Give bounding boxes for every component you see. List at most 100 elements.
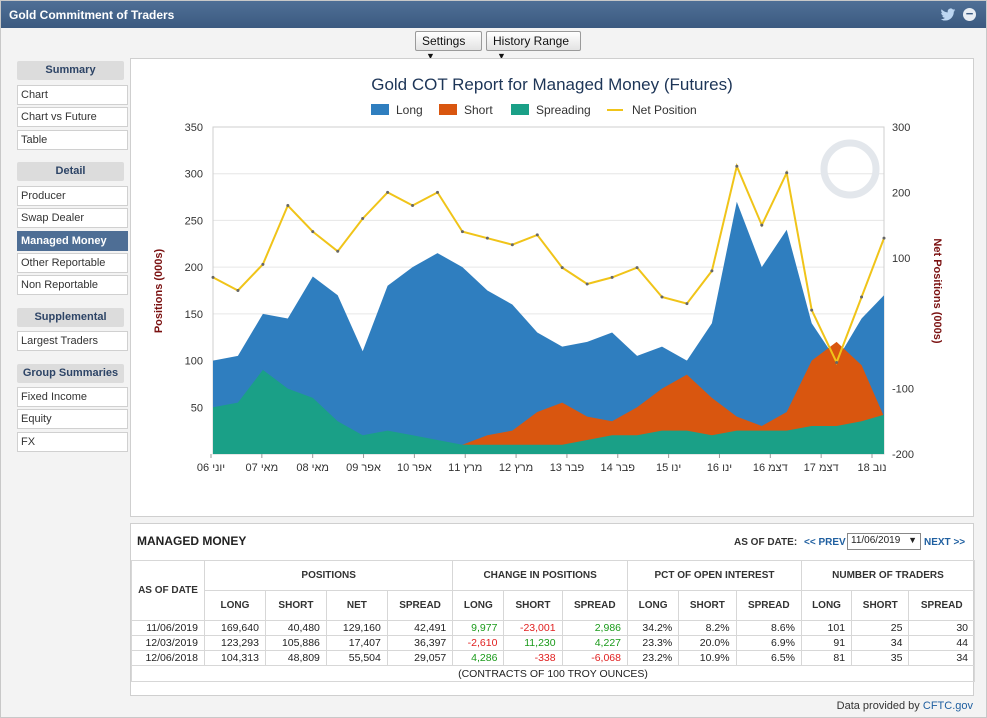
table-cell: 2,986 xyxy=(561,620,629,636)
window-title: Gold Commitment of Traders xyxy=(9,8,175,22)
y2-tick-label: -200 xyxy=(892,449,914,461)
chevron-down-icon: ▼ xyxy=(497,51,506,61)
x-tick-label: 18 נוב xyxy=(857,462,886,474)
table-row: 11/06/2019 169,640 40,480 129,160 42,491 9,97… xyxy=(131,620,975,636)
x-tick-label: 16 ינו xyxy=(707,462,732,474)
net-point xyxy=(311,230,315,234)
chevron-down-icon: ▼ xyxy=(426,51,435,61)
table-cell: 36,397 xyxy=(386,635,454,651)
next-link[interactable]: NEXT >> xyxy=(924,537,966,548)
cftc-link[interactable]: CFTC.gov xyxy=(922,700,973,712)
subheader-long: LONG xyxy=(800,590,853,621)
minimize-icon[interactable]: − xyxy=(963,7,976,21)
table-cell: 105,886 xyxy=(264,635,327,651)
table-cell: 169,640 xyxy=(204,620,266,636)
net-point xyxy=(261,262,265,266)
table-footer-row: (CONTRACTS OF 100 TROY OUNCES) xyxy=(131,665,975,682)
table-row: 12/06/2018 104,313 48,809 55,504 29,057 4,286… xyxy=(131,650,975,666)
y2-tick-label: 300 xyxy=(892,122,910,134)
sidebar-item-chart-vs-future[interactable]: Chart vs Future xyxy=(17,107,128,127)
table-cell: 35 xyxy=(851,650,910,666)
subheader-short: SHORT xyxy=(264,590,327,621)
table-cell: -6,068 xyxy=(561,650,629,666)
table-cell: 23.2% xyxy=(626,650,680,666)
sidebar-item-table[interactable]: Table xyxy=(17,130,128,150)
x-tick-label: 09 אפר xyxy=(346,462,381,474)
table-cell: 29,057 xyxy=(386,650,454,666)
sidebar-item-largest-traders[interactable]: Largest Traders xyxy=(17,331,128,351)
net-point xyxy=(810,308,814,312)
net-point xyxy=(510,243,514,247)
sidebar-item-other-reportable[interactable]: Other Reportable xyxy=(17,253,128,273)
subheader-long: LONG xyxy=(204,590,266,621)
table-cell: -2,610 xyxy=(452,635,505,651)
net-point xyxy=(710,269,714,273)
subheader-long: LONG xyxy=(452,590,505,621)
date-select[interactable]: 11/06/2019 ▼ xyxy=(847,533,921,550)
watermark-logo-icon xyxy=(820,139,880,199)
y-tick-label: 150 xyxy=(185,309,203,321)
table-cell: -338 xyxy=(503,650,563,666)
as-of-label: AS OF DATE: xyxy=(734,537,798,548)
table-group-header: AS OF DATE POSITIONS CHANGE IN POSITIONS… xyxy=(131,560,976,621)
legend-label: Short xyxy=(464,103,493,117)
table-sub-header: LONG SHORT NET SPREAD LONG SHORT SPREAD LONG SHO… xyxy=(132,590,975,621)
table-cell: 6.5% xyxy=(735,650,802,666)
table-cell: 6.9% xyxy=(735,635,802,651)
series-long-area xyxy=(213,201,884,454)
table-cell: 20.0% xyxy=(678,635,737,651)
sidebar-heading-detail: Detail xyxy=(17,162,124,181)
twitter-icon[interactable] xyxy=(940,7,956,23)
net-point xyxy=(860,295,864,299)
chevron-down-icon: ▼ xyxy=(908,535,917,545)
net-point xyxy=(882,236,886,240)
x-tick-label: 17 דצמ xyxy=(804,462,839,474)
x-tick-label: 16 דצמ xyxy=(753,462,788,474)
history-range-dropdown[interactable]: History Range ▼ xyxy=(486,31,581,61)
table-cell: 23.3% xyxy=(626,635,680,651)
table-cell: 10.9% xyxy=(678,650,737,666)
settings-dropdown[interactable]: Settings ▼ xyxy=(415,31,482,61)
table-cell: 40,480 xyxy=(264,620,327,636)
x-tick-label: 10 אפר xyxy=(397,462,432,474)
x-tick-label: 07 מאי xyxy=(246,462,279,474)
x-tick-label: 12 מרץ xyxy=(499,462,533,474)
table-cell: 44 xyxy=(908,635,975,651)
row-date: 11/06/2019 xyxy=(131,620,205,636)
net-point xyxy=(211,275,215,279)
net-point xyxy=(336,249,340,253)
table-cell: 81 xyxy=(800,650,853,666)
x-tick-label: 13 פבר xyxy=(550,462,585,474)
sidebar-item-producer[interactable]: Producer xyxy=(17,186,128,206)
net-point xyxy=(361,217,365,221)
sidebar-item-fixed-income[interactable]: Fixed Income xyxy=(17,387,128,407)
subheader-short: SHORT xyxy=(503,590,563,621)
net-point xyxy=(685,302,689,306)
net-point xyxy=(735,164,739,168)
subheader-net: NET xyxy=(325,590,388,621)
net-point xyxy=(236,289,240,292)
prev-link[interactable]: << PREV xyxy=(804,537,846,548)
subheader-short: SHORT xyxy=(851,590,910,621)
credit-prefix: Data provided by xyxy=(836,700,920,712)
sidebar-item-swap-dealer[interactable]: Swap Dealer xyxy=(17,208,128,228)
table-footer: (CONTRACTS OF 100 TROY OUNCES) xyxy=(131,665,975,682)
net-point xyxy=(435,190,439,194)
sidebar-item-equity[interactable]: Equity xyxy=(17,409,128,429)
sidebar-item-managed-money[interactable]: Managed Money xyxy=(17,231,128,251)
sidebar-item-chart[interactable]: Chart xyxy=(17,85,128,105)
legend-label: Spreading xyxy=(536,103,591,117)
x-tick-label: 08 מאי xyxy=(296,462,329,474)
table-cell: 101 xyxy=(800,620,853,636)
subheader-spread: SPREAD xyxy=(386,590,454,621)
subheader-long: LONG xyxy=(626,590,680,621)
subheader-spread: SPREAD xyxy=(561,590,629,621)
table-cell: 34 xyxy=(908,650,975,666)
group-change: CHANGE IN POSITIONS xyxy=(452,560,628,591)
sidebar-item-non-reportable[interactable]: Non Reportable xyxy=(17,275,128,295)
sidebar-item-fx[interactable]: FX xyxy=(17,432,128,452)
date-select-value: 11/06/2019 xyxy=(851,535,901,546)
row-date: 12/06/2018 xyxy=(131,650,205,666)
table-cell: 25 xyxy=(851,620,910,636)
cot-table: AS OF DATE POSITIONS CHANGE IN POSITIONS… xyxy=(131,560,976,682)
